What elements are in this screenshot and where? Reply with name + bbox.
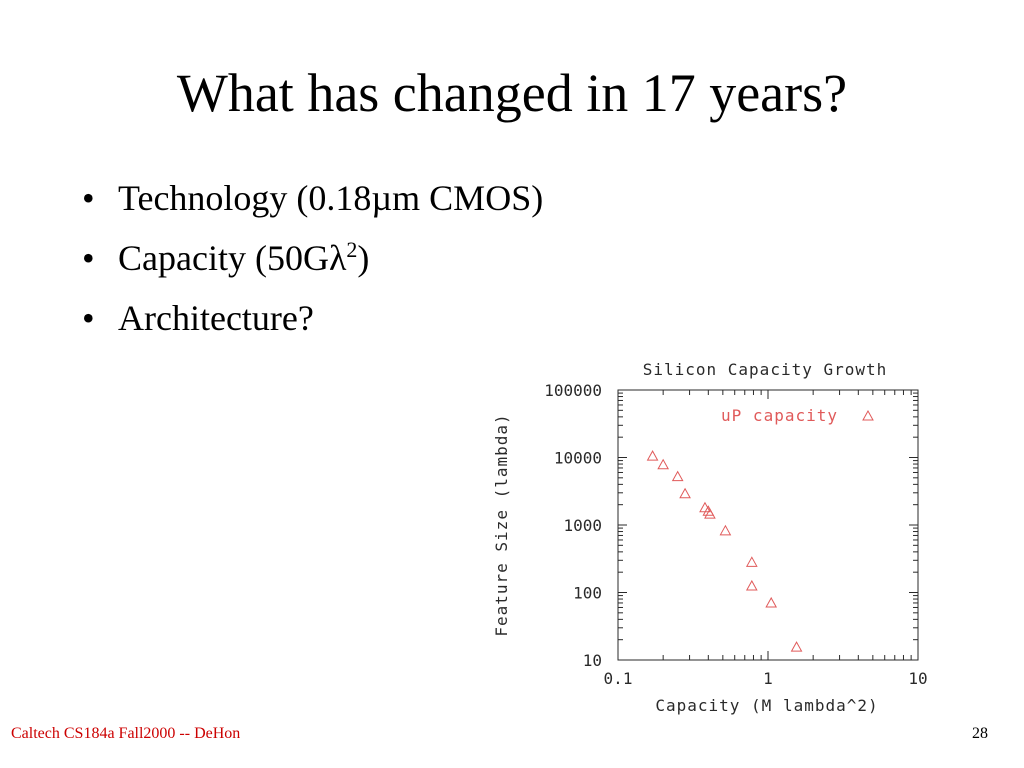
- plot-layer: 0.1 1 10 100000 10000 1000 100 10 uP capacity: [544, 381, 927, 688]
- bullet-dot: •: [82, 238, 95, 278]
- bullet-capacity: • Capacity (50Gλ2): [80, 228, 543, 288]
- data-point: [745, 579, 758, 591]
- data-point: [646, 450, 659, 461]
- bullet-dot: •: [82, 178, 95, 218]
- y-axis-label: Feature Size (lambda): [492, 413, 511, 636]
- silicon-capacity-chart: Silicon Capacity Growth 0.1 1 10 100000 1000…: [492, 360, 928, 715]
- y-tick-label: 10: [583, 651, 602, 670]
- slide-title: What has changed in 17 years?: [176, 63, 848, 123]
- data-point: [702, 505, 715, 516]
- legend-label: uP capacity: [721, 406, 838, 425]
- bullet-technology-text: Technology (0.18µm CMOS): [118, 178, 544, 218]
- data-point: [765, 596, 778, 608]
- page-number: 28: [972, 725, 988, 742]
- bullet-capacity-tail: ): [357, 238, 370, 278]
- data-point: [679, 487, 691, 499]
- bullet-technology: • Technology (0.18µm CMOS): [80, 168, 543, 228]
- x-tick-label: 10: [908, 669, 927, 688]
- data-point: [704, 508, 716, 519]
- bullet-architecture-text: Architecture?: [118, 298, 314, 338]
- x-tick-label: 1: [763, 669, 773, 688]
- y-tick-label: 100000: [544, 381, 602, 400]
- data-point: [790, 641, 803, 652]
- legend-marker: [862, 409, 874, 421]
- data-point: [657, 458, 670, 470]
- y-tick-label: 10000: [554, 449, 602, 468]
- x-tick-label: 0.1: [604, 669, 633, 688]
- bullet-architecture: • Architecture?: [80, 288, 543, 348]
- data-point: [745, 556, 758, 567]
- data-point: [719, 524, 732, 536]
- y-tick-label: 100: [573, 584, 602, 603]
- data-point: [671, 470, 684, 482]
- course-footer: Caltech CS184a Fall2000 -- DeHon: [11, 725, 241, 742]
- bullet-capacity-text: Capacity (50Gλ: [118, 238, 347, 278]
- x-axis-label: Capacity (M lambda^2): [655, 696, 878, 715]
- bullet-dot: •: [82, 298, 95, 338]
- y-tick-label: 1000: [563, 516, 602, 535]
- chart-title: Silicon Capacity Growth: [643, 360, 888, 379]
- bullet-list: • Technology (0.18µm CMOS) • Capacity (5…: [80, 168, 543, 348]
- bullet-capacity-superscript: 2: [346, 237, 358, 262]
- plot-frame: [617, 389, 919, 661]
